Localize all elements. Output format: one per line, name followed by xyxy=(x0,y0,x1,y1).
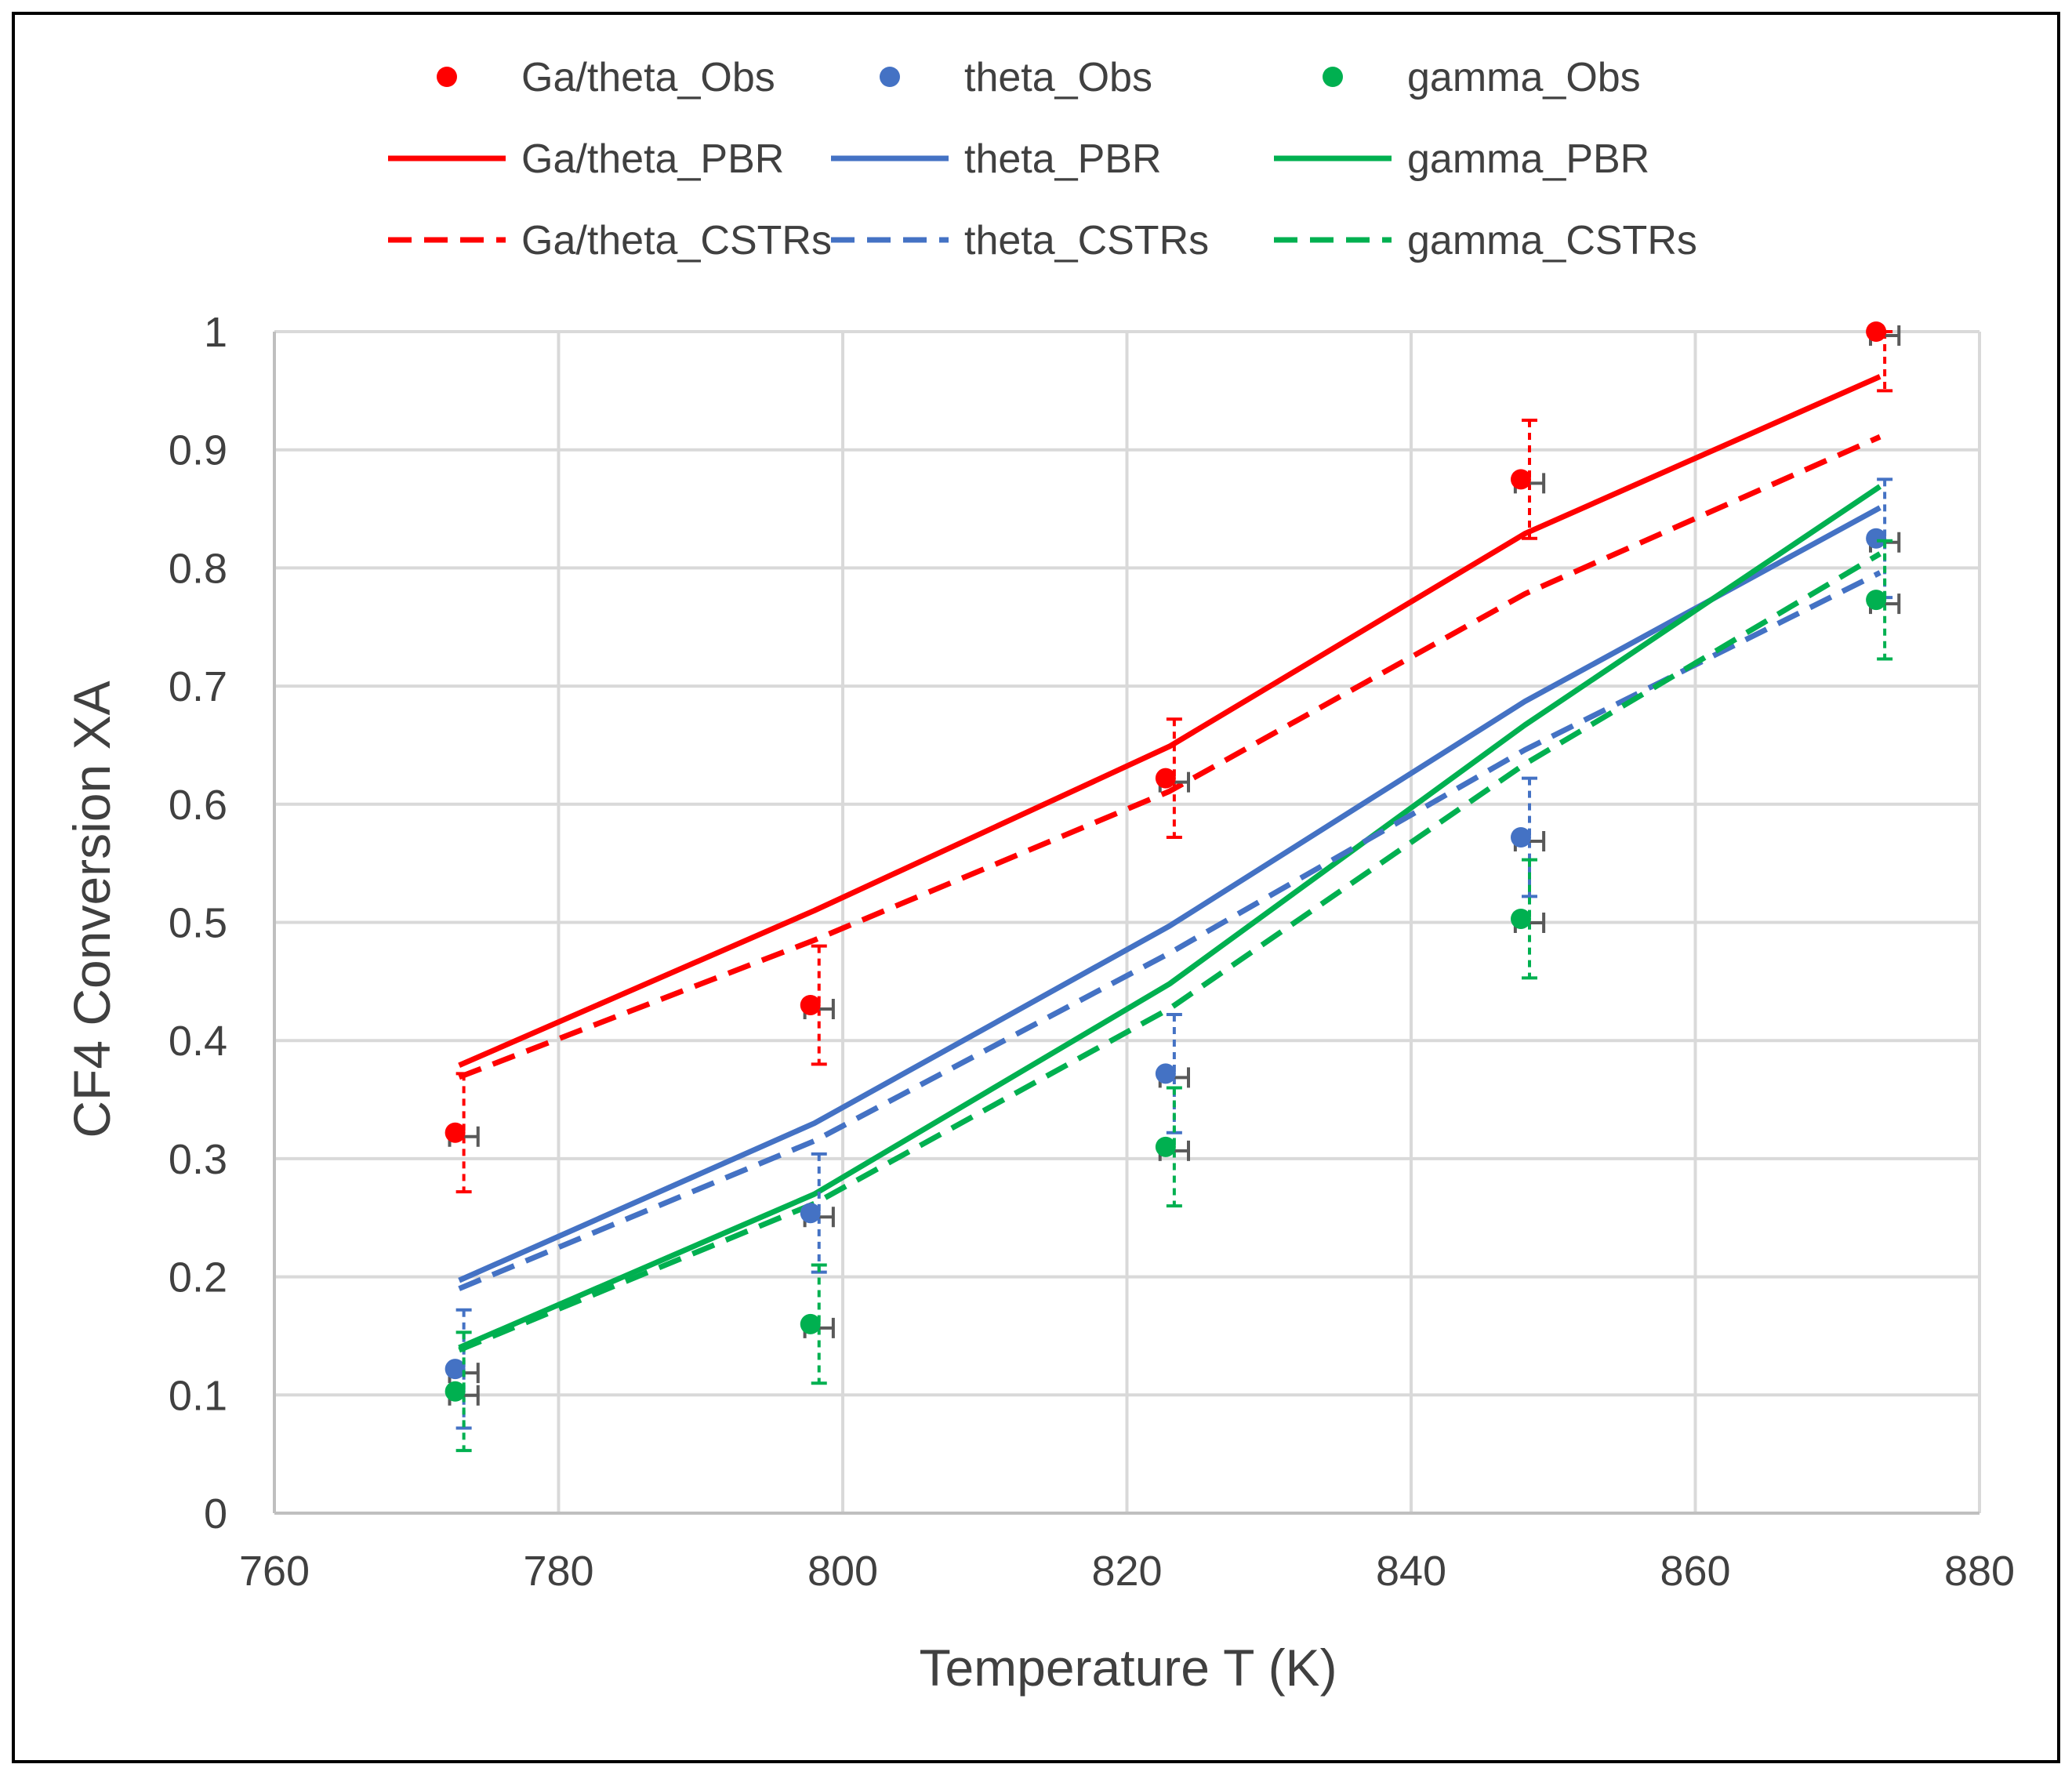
grid xyxy=(273,330,1981,1515)
data-point xyxy=(800,994,821,1015)
legend-item-gamma-pbr: gamma_PBR xyxy=(1274,136,1649,182)
x-axis-title: Temperature T (K) xyxy=(919,1639,1337,1697)
y-tick-label: 0.1 xyxy=(169,1372,227,1419)
x-tick-label: 860 xyxy=(1660,1548,1730,1595)
data-point xyxy=(1155,1136,1176,1157)
x-tick-label: 840 xyxy=(1376,1548,1446,1595)
y-tick-label: 0.6 xyxy=(169,782,227,829)
legend-label: Ga/theta_PBR xyxy=(521,136,784,182)
x-tick-label: 800 xyxy=(807,1548,878,1595)
legend-label: Ga/theta_Obs xyxy=(521,55,775,100)
legend-item-ga-theta-pbr: Ga/theta_PBR xyxy=(388,136,784,182)
legend-item-gamma-cstrs: gamma_CSTRs xyxy=(1274,218,1697,263)
legend-label: Ga/theta_CSTRs xyxy=(521,218,832,263)
x-tick-label: 880 xyxy=(1944,1548,2015,1595)
legend-item-theta-cstrs: theta_CSTRs xyxy=(831,218,1209,263)
data-point xyxy=(1155,1063,1176,1084)
y-tick-label: 0.5 xyxy=(169,900,227,947)
y-tick-label: 0 xyxy=(204,1490,227,1537)
y-tick-label: 0.2 xyxy=(169,1254,227,1301)
legend-marker xyxy=(1323,67,1343,87)
legend-item-gamma-obs: gamma_Obs xyxy=(1323,55,1641,100)
legend-label: theta_CSTRs xyxy=(964,218,1209,263)
legend-item-ga-theta-obs: Ga/theta_Obs xyxy=(437,55,775,100)
series xyxy=(445,321,1901,1453)
data-point xyxy=(800,1203,821,1224)
x-tick-label: 820 xyxy=(1091,1548,1162,1595)
series-line-theta-cstrs xyxy=(458,570,1881,1291)
x-tick-label: 760 xyxy=(239,1548,310,1595)
legend-marker xyxy=(880,67,900,87)
x-tick-label: 780 xyxy=(523,1548,593,1595)
y-tick-label: 0.3 xyxy=(169,1136,227,1183)
data-point xyxy=(1155,768,1176,789)
legend-label: gamma_CSTRs xyxy=(1407,218,1697,263)
data-point xyxy=(1511,826,1531,848)
data-point xyxy=(1511,469,1531,490)
legend-item-theta-obs: theta_Obs xyxy=(880,55,1152,100)
series-markers-gamma-obs xyxy=(445,539,1901,1453)
legend-item-theta-pbr: theta_PBR xyxy=(831,136,1162,182)
legend-item-ga-theta-cstrs: Ga/theta_CSTRs xyxy=(388,218,832,263)
y-tick-label: 0.9 xyxy=(169,427,227,474)
series-markers-theta-obs xyxy=(445,477,1901,1430)
data-point xyxy=(800,1313,821,1334)
series-line-gamma-cstrs xyxy=(458,551,1881,1353)
series-line-ga-theta-pbr xyxy=(458,374,1881,1069)
data-point xyxy=(445,1122,466,1143)
series-line-gamma-pbr xyxy=(458,484,1882,1351)
legend-label: gamma_Obs xyxy=(1407,55,1641,100)
data-point xyxy=(445,1381,466,1402)
series-line-theta-pbr xyxy=(458,505,1881,1283)
chart-border xyxy=(12,12,2060,1763)
y-tick-label: 0.8 xyxy=(169,545,227,592)
data-point xyxy=(1511,908,1531,929)
y-axis-title: CF4 Conversion XA xyxy=(63,681,121,1138)
data-point xyxy=(1866,321,1887,342)
axis-ticks: 760 780 800 820 840 860 880 0 0.1 0.2 0.3 0.4 0.5 0.6… xyxy=(169,309,2015,1595)
legend-label: gamma_PBR xyxy=(1407,136,1649,182)
data-point xyxy=(1866,590,1887,611)
series-markers-ga-theta-obs xyxy=(445,321,1901,1194)
series-line-ga-theta-cstrs xyxy=(458,434,1881,1080)
legend-label: theta_Obs xyxy=(964,55,1152,100)
legend: Ga/theta_Obs theta_Obs gamma_Obs Ga/theta_P… xyxy=(388,55,1697,263)
data-point xyxy=(445,1359,466,1380)
y-tick-label: 0.4 xyxy=(169,1018,227,1065)
y-tick-label: 0.7 xyxy=(169,663,227,710)
legend-label: theta_PBR xyxy=(964,136,1162,182)
data-point xyxy=(1866,528,1887,549)
y-tick-label: 1 xyxy=(204,309,227,356)
legend-marker xyxy=(437,67,457,87)
